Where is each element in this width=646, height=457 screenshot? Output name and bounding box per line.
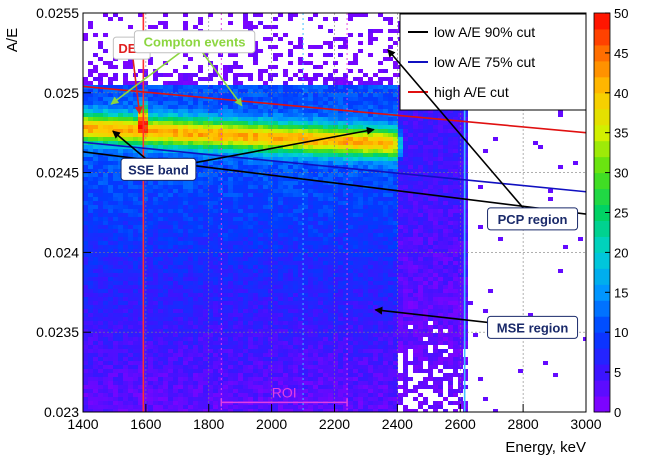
colorbar-tick-label: 40 [614,86,628,101]
colorbar-tick-label: 10 [614,325,628,340]
colorbar-segment [594,268,610,285]
colorbar-segment [594,220,610,237]
colorbar-segment [594,252,610,269]
x-axis-ticks: 1400 1600 1800 2000 2200 2400 2600 2800 3000 [67,404,602,432]
colorbar-segment [594,28,610,46]
colorbar-tick-label: 50 [614,6,628,21]
cut-line [83,85,586,134]
x-tick-label: 2600 [445,416,476,432]
colorbar-segment [594,348,610,365]
x-tick-label: 2400 [382,416,413,432]
annotation-label: PCP region [498,212,568,227]
legend: low A/E 90% cut low A/E 75% cut high A/E c… [399,13,587,111]
colorbar-segment [594,316,610,333]
y-tick-label: 0.0235 [36,324,79,340]
legend-label: high A/E cut [434,84,509,100]
annotation-box [487,207,579,231]
colorbar-segment [594,92,610,110]
x-tick-label: 2200 [319,416,350,432]
colorbar-tick-label: 35 [614,126,628,141]
colorbar-tick-label: 0 [614,405,621,420]
heatmap-cells [83,13,586,412]
legend-box [399,13,587,111]
annotation-label: Compton events [144,35,246,50]
y-tick-label: 0.0245 [36,165,79,181]
annotation-label: SSE band [128,162,189,177]
annotation-label: MSE region [497,320,569,335]
colorbar-segment [594,204,610,221]
colorbar-segment [594,300,610,317]
legend-label: low A/E 90% cut [434,24,535,40]
y-axis-ticks: 0.023 0.0235 0.024 0.0245 0.025 0.0255 [36,5,91,420]
annotation-box [487,315,579,339]
colorbar-segment [594,124,610,142]
colorbar-segment [594,44,610,62]
colorbar-tick-label: 20 [614,245,628,260]
roi-marker: ROI [220,384,348,407]
colorbar-tick-label: 5 [614,365,621,380]
x-tick-label: 1400 [67,416,98,432]
x-tick-label: 2800 [508,416,539,432]
colorbar-segment [594,140,610,158]
colorbar-segment [594,188,610,206]
x-tick-label: 2000 [256,416,287,432]
colorbar-segment [594,60,610,78]
roi-label: ROI [272,384,297,400]
colorbar-segment [594,76,610,94]
colorbar-segment [594,380,610,397]
colorbar-tick-label: 30 [614,166,628,181]
colorbar-segment [594,364,610,381]
colorbar-segment [594,108,610,126]
y-axis-label: A/E [4,28,21,52]
colorbar-segment [594,156,610,174]
colorbar-tick-label: 45 [614,46,628,61]
legend-label: low A/E 75% cut [434,54,535,70]
y-tick-label: 0.0255 [36,5,79,21]
annotation-box [133,30,256,54]
annotation-box [120,157,197,181]
grid-lines [83,13,586,412]
colorbar-tick-label: 15 [614,285,628,300]
annotation-arrow [387,48,534,220]
colorbar-segment [594,13,610,30]
y-tick-label: 0.024 [44,244,79,260]
colorbar-tick-label: 25 [614,206,628,221]
x-tick-label: 1800 [193,416,224,432]
colorbar-segment [594,172,610,190]
x-tick-label: 1600 [130,416,161,432]
y-tick-label: 0.023 [44,404,79,420]
colorbar-segment [594,396,610,413]
y-tick-label: 0.025 [44,85,79,101]
colorbar: 0 5 10 15 20 25 30 35 40 45 50 [593,6,628,420]
x-tick-label: 3000 [570,416,601,432]
colorbar-segment [594,284,610,301]
colorbar-segment [594,332,610,349]
x-axis-label: Energy, keV [505,439,586,456]
colorbar-segment [594,236,610,253]
